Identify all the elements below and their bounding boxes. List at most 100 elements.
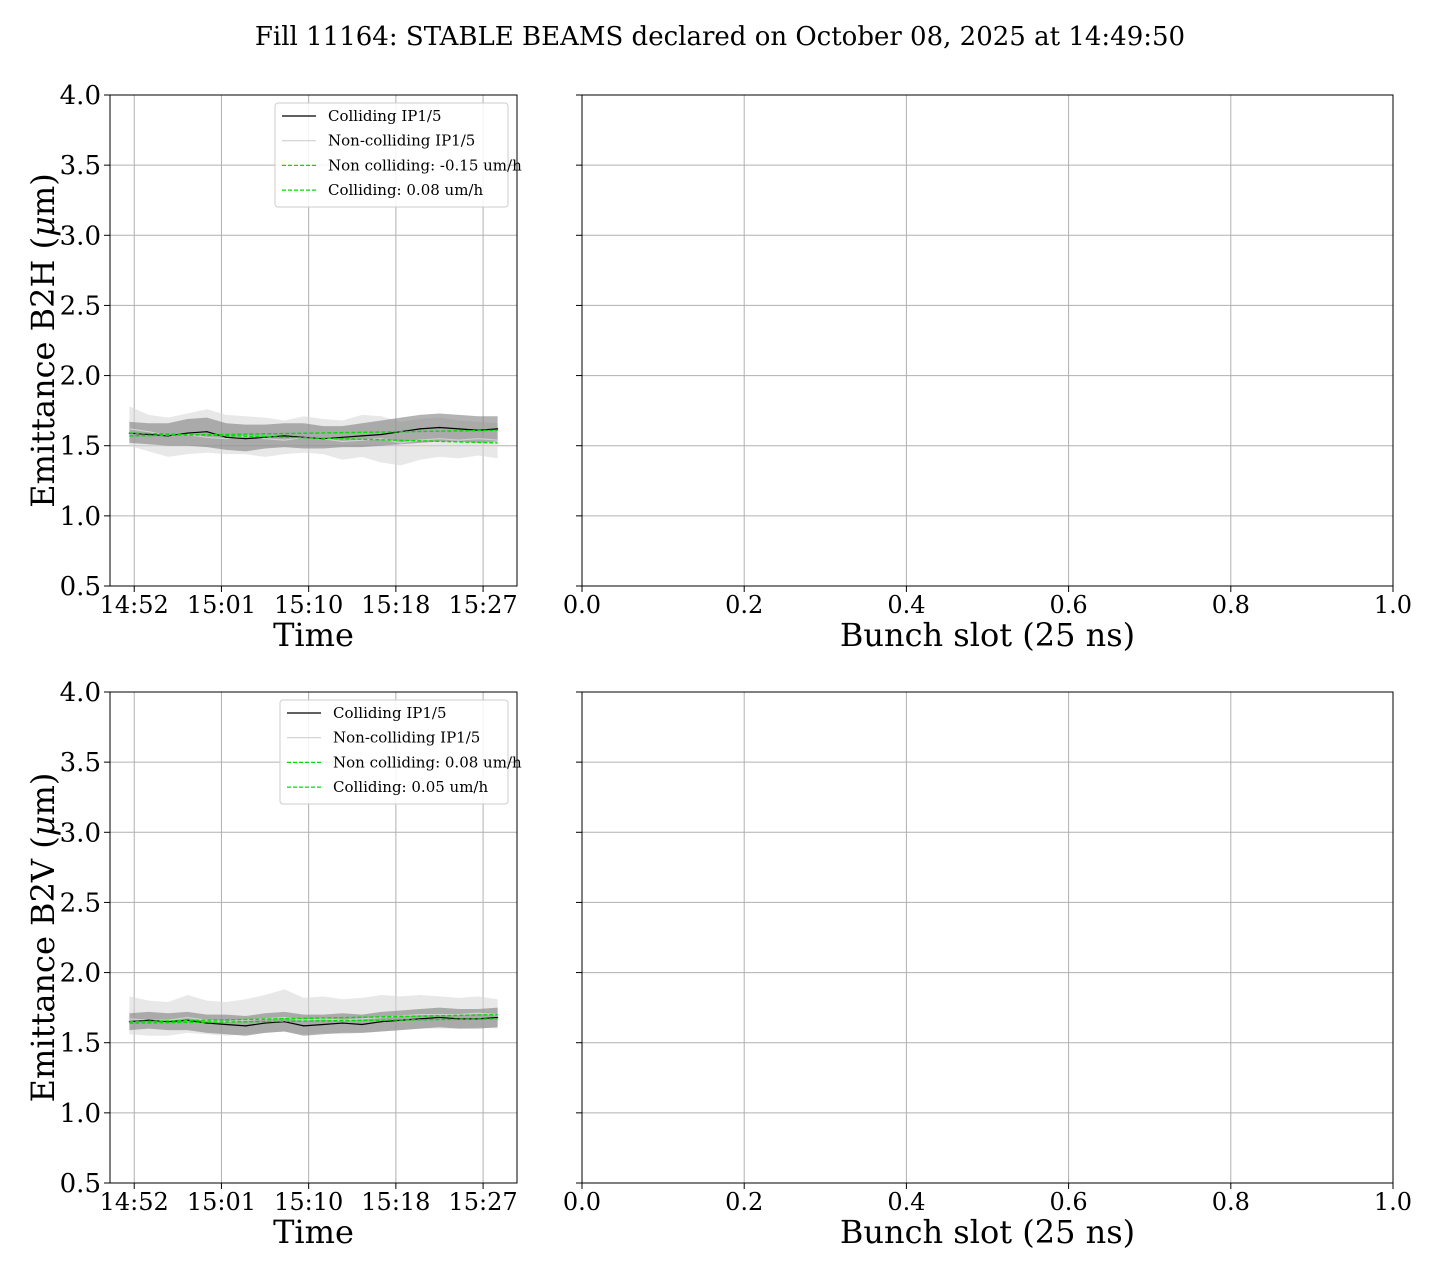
data-point: [322, 1023, 324, 1026]
x-tick-label: 15:27: [448, 591, 517, 619]
x-tick-label: 14:52: [100, 1188, 169, 1216]
data-point: [148, 1019, 150, 1021]
y-tick-label: 3.0: [60, 221, 101, 251]
y-axis-label: Emittance B2H (μm): [24, 173, 62, 507]
data-point: [341, 440, 344, 443]
data-point: [380, 438, 382, 440]
data-point: [264, 1022, 266, 1024]
data-point: [303, 1025, 305, 1027]
data-point: [225, 1023, 227, 1026]
data-point: [206, 431, 208, 433]
data-point: [186, 1016, 189, 1019]
non-colliding-fit-line: [129, 1013, 498, 1023]
x-tick-label: 0.2: [725, 1188, 763, 1216]
axes-frame: [109, 691, 518, 1184]
y-tick-label: 1.5: [60, 432, 101, 462]
legend-entry-label: Non-colliding IP1/5: [333, 729, 480, 747]
data-point: [458, 1014, 460, 1016]
data-point: [361, 439, 363, 441]
x-tick-label: 15:10: [274, 591, 343, 619]
data-point: [438, 426, 441, 429]
legend-box: [274, 102, 509, 208]
data-point: [438, 438, 441, 440]
y-axis-label: Emittance B2V (μm): [24, 773, 62, 1103]
data-point: [458, 1018, 460, 1020]
data-point: [128, 428, 130, 430]
x-tick-label: 15:10: [274, 1188, 343, 1216]
data-point: [361, 1023, 363, 1026]
data-point: [128, 1018, 130, 1020]
data-point: [380, 433, 382, 436]
colliding-fit-line: [129, 1018, 498, 1024]
y-tick-label: 2.0: [60, 959, 101, 989]
data-point: [458, 428, 460, 430]
data-point: [497, 1016, 499, 1019]
axes-frame: [109, 94, 518, 587]
data-point: [438, 1014, 441, 1016]
legend: Colliding IP1/5 Non-colliding IP1/5 Non co…: [274, 102, 522, 208]
x-tick-label: 14:52: [100, 591, 169, 619]
x-tick-label: 0.4: [887, 591, 925, 619]
data-point: [148, 431, 150, 433]
axes-frame: [581, 691, 1394, 1184]
data-point: [225, 438, 227, 440]
data-point: [419, 1014, 421, 1016]
axes-frame: [581, 94, 1394, 587]
x-axis-label: Bunch slot (25 ns): [840, 616, 1135, 654]
data-point: [477, 438, 479, 440]
data-point: [206, 436, 208, 438]
x-tick-label: 0.8: [1212, 1188, 1250, 1216]
x-tick-label: 0.6: [1050, 1188, 1088, 1216]
colliding-series-line: [129, 426, 498, 440]
legend: Colliding IP1/5 Non-colliding IP1/5 Non co…: [279, 699, 522, 805]
x-tick-label: 0.0: [563, 591, 601, 619]
grid-lines: [581, 691, 1394, 1184]
legend-entry-label: Colliding: 0.08 um/h: [328, 181, 483, 199]
data-point: [283, 1016, 286, 1019]
data-point: [458, 439, 460, 441]
x-tick-label: 1.0: [1374, 591, 1412, 619]
y-tick-label: 0.5: [60, 1169, 101, 1199]
data-point: [245, 1025, 247, 1027]
x-axis-label: Time: [273, 616, 354, 654]
legend-entry-label: Non-colliding IP1/5: [328, 132, 475, 150]
y-tick-label: 3.5: [60, 748, 101, 778]
legend-entry-label: Colliding IP1/5: [328, 107, 442, 125]
panel-b2v-slot: 0.0 0.2 0.4 0.6 0.8 1.0 Bunch slot (25 ns): [563, 691, 1412, 1251]
panel-b2h-time: 0.5 1.0 1.5 2.0 2.5 3.0 3.5 4.0 14:52 15:01 15:10 1…: [24, 81, 522, 654]
data-point: [380, 1021, 382, 1023]
non-colliding-series-line: [129, 1012, 498, 1023]
legend-entry-label: Non colliding: -0.15 um/h: [328, 156, 522, 174]
y-tick-label: 0.5: [60, 572, 101, 602]
x-tick-label: 0.0: [563, 1188, 601, 1216]
figure-title: Fill 11164: STABLE BEAMS declared on Oct…: [255, 22, 1185, 52]
data-point: [341, 1022, 344, 1024]
x-tick-label: 15:18: [361, 1188, 430, 1216]
x-axis-label: Bunch slot (25 ns): [840, 1213, 1135, 1251]
x-tick-label: 0.2: [725, 591, 763, 619]
data-point: [497, 439, 499, 441]
data-point: [361, 435, 363, 437]
x-tick-label: 0.8: [1212, 591, 1250, 619]
data-point: [225, 436, 227, 438]
data-point: [206, 1019, 208, 1021]
data-point: [341, 436, 344, 438]
y-tick-label: 3.0: [60, 818, 101, 848]
legend-entry-label: Colliding: 0.05 um/h: [333, 778, 488, 796]
y-tick-label: 1.5: [60, 1029, 101, 1059]
data-point: [283, 439, 286, 441]
legend-entry-label: Colliding IP1/5: [333, 704, 447, 722]
y-tick-label: 4.0: [60, 81, 101, 111]
data-point: [186, 432, 189, 434]
grid-lines: [581, 94, 1394, 587]
x-tick-label: 1.0: [1374, 1188, 1412, 1216]
data-point: [361, 1018, 363, 1020]
data-point: [245, 438, 247, 440]
x-tick-label: 15:18: [361, 591, 430, 619]
y-tick-label: 2.5: [60, 291, 101, 321]
panel-b2h-slot: 0.0 0.2 0.4 0.6 0.8 1.0 Bunch slot (25 ns): [563, 94, 1412, 654]
x-axis-label: Time: [273, 1213, 354, 1251]
y-tick-label: 3.5: [60, 151, 101, 181]
x-tick-label: 15:01: [187, 1188, 256, 1216]
